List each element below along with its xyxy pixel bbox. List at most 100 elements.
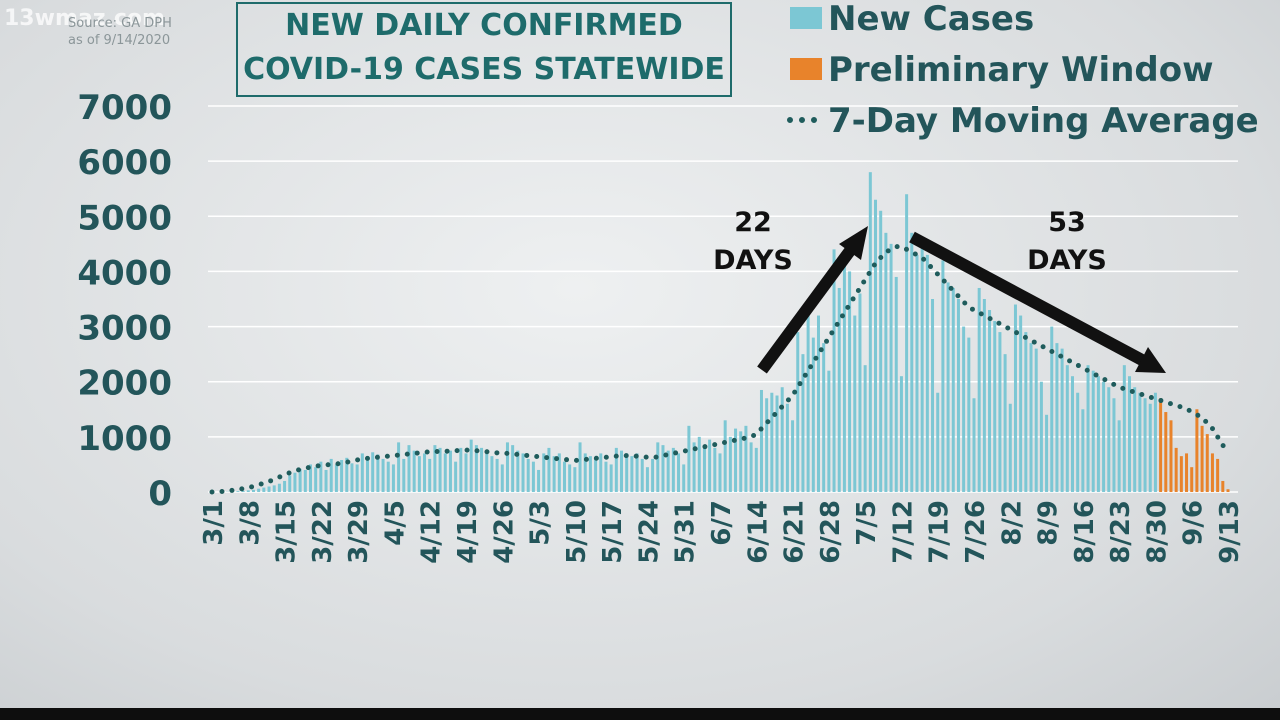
bar xyxy=(993,321,997,492)
bar xyxy=(485,450,489,492)
legend: New Cases Preliminary Window 7-Day Moving … xyxy=(787,0,1259,141)
bar xyxy=(1086,365,1090,492)
source: Source: GA DPH xyxy=(68,16,172,31)
bar xyxy=(246,490,250,492)
bar xyxy=(526,458,530,492)
bar xyxy=(796,332,800,492)
bar xyxy=(573,467,577,492)
bar xyxy=(614,447,618,492)
bar xyxy=(324,469,328,492)
bar xyxy=(314,467,318,492)
bar xyxy=(277,483,281,492)
bar xyxy=(692,442,696,492)
bar xyxy=(1153,392,1157,492)
y-tick-label: 1000 xyxy=(77,419,172,459)
bar xyxy=(671,447,675,492)
bar xyxy=(1034,348,1038,492)
bar xyxy=(972,398,976,492)
bar xyxy=(1138,392,1142,492)
bar xyxy=(562,461,566,492)
x-tick-label: 5/3 xyxy=(526,500,556,546)
bar xyxy=(1226,489,1230,492)
bar xyxy=(661,445,665,492)
bar xyxy=(433,445,437,492)
bar xyxy=(355,464,359,492)
bar xyxy=(267,486,271,492)
bar xyxy=(1024,332,1028,492)
bar xyxy=(329,458,333,492)
bar xyxy=(241,490,245,492)
y-tick-label: 3000 xyxy=(77,309,172,349)
x-tick-label: 6/21 xyxy=(780,500,810,564)
bar xyxy=(1055,343,1059,492)
bar xyxy=(651,458,655,492)
x-tick-label: 8/9 xyxy=(1034,500,1064,546)
x-tick-label: 4/5 xyxy=(380,500,410,546)
bar xyxy=(588,456,592,492)
bar xyxy=(288,475,292,492)
bar xyxy=(874,199,878,492)
x-tick-label: 6/28 xyxy=(816,500,846,564)
bar xyxy=(251,489,255,492)
bar xyxy=(454,461,458,492)
lines xyxy=(209,244,1231,495)
bar xyxy=(340,460,344,492)
bar xyxy=(988,310,992,492)
x-tick-label: 8/23 xyxy=(1106,500,1136,564)
bar xyxy=(1195,409,1199,492)
bar xyxy=(1096,376,1100,492)
x-tick-label: 5/31 xyxy=(671,500,701,564)
bar xyxy=(827,370,831,492)
arrow-up xyxy=(757,244,857,374)
x-tick-label: 3/1 xyxy=(199,500,229,546)
bar xyxy=(936,392,940,492)
bar xyxy=(257,488,261,492)
y-tick-label: 7000 xyxy=(77,88,172,128)
bar xyxy=(1210,453,1214,492)
bar xyxy=(1200,425,1204,492)
bar xyxy=(739,431,743,492)
x-tick-label: 3/8 xyxy=(235,500,265,546)
bar xyxy=(469,439,473,492)
bar xyxy=(1185,453,1189,492)
as-of: as of 9/14/2020 xyxy=(68,33,171,48)
bar xyxy=(366,456,370,492)
bar xyxy=(386,461,390,492)
bar xyxy=(516,450,520,492)
bar xyxy=(609,464,613,492)
legend-label: Preliminary Window xyxy=(828,50,1214,90)
legend-swatch xyxy=(790,58,822,80)
bar xyxy=(780,387,784,492)
bar xyxy=(863,365,867,492)
legend-swatch xyxy=(790,7,822,29)
bar xyxy=(1205,434,1209,492)
bar xyxy=(293,472,297,492)
bar xyxy=(744,425,748,492)
bar xyxy=(583,453,587,492)
bar xyxy=(666,450,670,492)
bar xyxy=(345,457,349,492)
x-tick-label: 4/12 xyxy=(417,500,447,564)
bar xyxy=(1081,409,1085,492)
bar xyxy=(1128,376,1132,492)
bar xyxy=(303,469,307,492)
x-tick-label: 3/15 xyxy=(272,500,302,564)
bar xyxy=(1039,381,1043,492)
bar xyxy=(262,487,266,492)
bar xyxy=(811,337,815,492)
y-tick-label: 0 xyxy=(148,474,172,514)
x-tick-label: 8/2 xyxy=(997,500,1027,546)
arrows xyxy=(757,226,1166,374)
bar xyxy=(381,458,385,492)
bar xyxy=(759,389,763,492)
bar xyxy=(542,453,546,492)
legend-label: New Cases xyxy=(828,0,1034,39)
bar xyxy=(1013,304,1017,492)
x-tick-label: 4/26 xyxy=(489,500,519,564)
bar xyxy=(801,354,805,492)
bar xyxy=(464,453,468,492)
bar xyxy=(397,442,401,492)
bar xyxy=(402,458,406,492)
bar xyxy=(1107,387,1111,492)
